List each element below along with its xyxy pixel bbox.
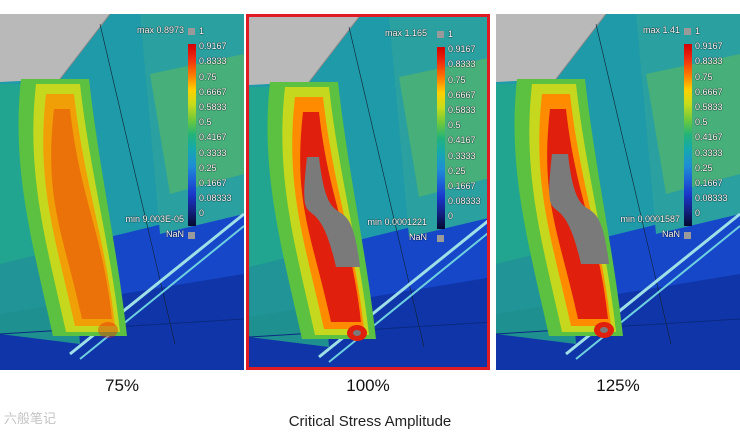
colorbar-tick-label: 0.25	[695, 162, 713, 173]
stress-contour-image	[0, 14, 244, 370]
min-label: min 0.0001221	[367, 217, 427, 227]
colorbar-tick-label: 0.75	[199, 71, 217, 82]
nan-swatch	[684, 232, 691, 239]
colorbar-tick-label: 0.9167	[199, 41, 227, 52]
colorbar-tick-label: 0.8333	[199, 56, 227, 67]
stress-contour-image	[496, 14, 740, 370]
colorbar-tick-label: 0.3333	[695, 147, 723, 158]
colorbar-tick-label: 0.75	[448, 74, 466, 85]
colorbar-tick-label: 0.5	[448, 120, 461, 131]
contour-panel-3: max 1.41 min 0.0001587 NaN 1 0.9167 0.8333 0.7…	[496, 14, 740, 370]
colorbar-tick-label: 0.4167	[448, 135, 476, 146]
colorbar	[684, 44, 692, 226]
colorbar-tick-label: 0.1667	[695, 178, 723, 188]
colorbar-tick-label: 0.6667	[695, 86, 723, 97]
colorbar-tick-label: 0.25	[199, 162, 217, 173]
colorbar-tick-label: 0.08333	[448, 196, 481, 207]
colorbar-tick-label: 0.5	[695, 117, 708, 128]
colorbar-tick-label: 0.75	[695, 71, 713, 82]
colorbar-tick-label: 0.1667	[199, 178, 227, 188]
nan-swatch	[437, 235, 444, 242]
watermark: 六般笔记	[4, 411, 57, 426]
colorbar-tick-label: 0.25	[448, 165, 466, 176]
colorbar-tick-label: 0.3333	[448, 150, 476, 161]
nan-label: NaN	[408, 232, 427, 242]
max-swatch	[188, 28, 195, 35]
min-label: min 0.0001587	[620, 214, 680, 224]
nan-label: NaN	[165, 229, 184, 239]
colorbar-tick-label: 0.9167	[448, 44, 476, 55]
figure-caption: Critical Stress Amplitude	[288, 413, 452, 430]
contour-panel-2: max 1.165 min 0.0001221 NaN 1 0.9167 0.8333 0.…	[246, 14, 490, 370]
colorbar-tick-label: 0.4167	[199, 132, 227, 143]
colorbar	[437, 47, 445, 229]
colorbar-tick-label: 0.4167	[695, 132, 723, 143]
max-label: max 0.8973	[136, 25, 184, 35]
colorbar-tick-label: 0	[199, 208, 205, 219]
colorbar-tick-label: 0.8333	[448, 59, 476, 70]
load-percent-label: 125%	[596, 376, 640, 395]
colorbar	[188, 44, 196, 226]
colorbar-tick-label: 0.5	[199, 117, 212, 128]
colorbar-tick-label: 0.5833	[199, 102, 227, 112]
stress-contour-image	[249, 17, 487, 367]
colorbar-tick-label: 0.08333	[695, 193, 728, 204]
colorbar-tick-label: 0	[448, 211, 454, 222]
colorbar-tick-label: 0.3333	[199, 147, 227, 158]
min-label: min 9.003E-05	[125, 214, 184, 224]
colorbar-tick-label: 0	[695, 208, 701, 219]
colorbar-tick-label: 0.9167	[695, 41, 723, 52]
colorbar-tick-label: 1	[695, 26, 701, 36]
colorbar-tick-label: 1	[199, 26, 205, 36]
max-swatch	[684, 28, 691, 35]
colorbar-tick-label: 0.6667	[199, 86, 227, 97]
colorbar-tick-label: 0.6667	[448, 89, 476, 100]
colorbar-tick-label: 0.5833	[695, 102, 723, 112]
colorbar-tick-label: 0.8333	[695, 56, 723, 67]
max-swatch	[437, 31, 444, 38]
nan-label: NaN	[661, 229, 680, 239]
contour-panel-1: max 0.8973 min 9.003E-05 NaN 1 0.9167 0.8333 0…	[0, 14, 244, 370]
load-percent-label: 100%	[346, 376, 390, 395]
load-percent-label: 75%	[104, 376, 140, 395]
colorbar-tick-label: 1	[448, 29, 454, 39]
max-label: max 1.165	[384, 28, 427, 38]
colorbar-tick-label: 0.1667	[448, 181, 476, 191]
colorbar-tick-label: 0.08333	[199, 193, 232, 204]
nan-swatch	[188, 232, 195, 239]
colorbar-tick-label: 0.5833	[448, 105, 476, 115]
max-label: max 1.41	[642, 25, 680, 35]
